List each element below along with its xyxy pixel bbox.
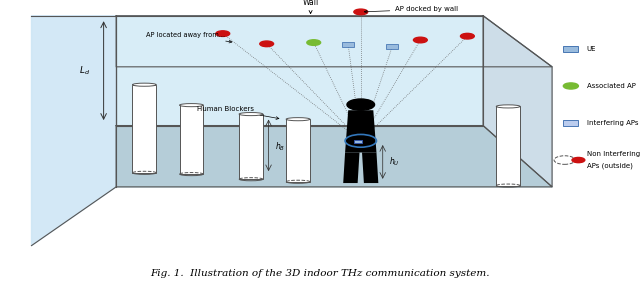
Polygon shape: [345, 110, 376, 152]
Polygon shape: [343, 152, 360, 183]
Circle shape: [563, 83, 579, 89]
Polygon shape: [483, 16, 552, 187]
Text: UE: UE: [587, 46, 596, 52]
Text: $h_U$: $h_U$: [389, 156, 399, 168]
Text: Non Interfering: Non Interfering: [587, 151, 640, 157]
Circle shape: [572, 157, 585, 163]
Ellipse shape: [132, 83, 156, 86]
Polygon shape: [239, 114, 263, 179]
Ellipse shape: [179, 104, 204, 107]
Text: Interfering APs: Interfering APs: [587, 120, 638, 126]
Bar: [563, 46, 579, 52]
Polygon shape: [286, 119, 310, 182]
Polygon shape: [179, 105, 204, 174]
Circle shape: [461, 33, 474, 39]
Text: Fig. 1.  Illustration of the 3D indoor THz communication system.: Fig. 1. Illustration of the 3D indoor TH…: [150, 268, 490, 278]
Circle shape: [260, 41, 273, 47]
Bar: [563, 120, 579, 126]
Bar: [386, 44, 398, 49]
Circle shape: [307, 40, 321, 45]
Ellipse shape: [286, 118, 310, 121]
Polygon shape: [116, 16, 483, 126]
Ellipse shape: [239, 113, 263, 116]
Text: $h_B$: $h_B$: [275, 140, 285, 153]
Bar: [342, 42, 355, 48]
Circle shape: [354, 9, 367, 15]
Circle shape: [413, 37, 428, 43]
Polygon shape: [31, 16, 116, 246]
Polygon shape: [116, 126, 552, 187]
Text: APs (outside): APs (outside): [587, 162, 632, 169]
Text: $L_d$: $L_d$: [79, 64, 90, 77]
Text: Wall: Wall: [303, 0, 319, 14]
Polygon shape: [362, 152, 378, 183]
Text: AP located away from...: AP located away from...: [145, 32, 232, 43]
Circle shape: [347, 99, 374, 110]
Text: Associated AP: Associated AP: [587, 83, 636, 89]
Circle shape: [216, 31, 230, 37]
Polygon shape: [116, 16, 552, 67]
Bar: [355, 140, 362, 143]
Ellipse shape: [496, 105, 520, 108]
Text: AP docked by wall: AP docked by wall: [364, 6, 458, 13]
Text: Human Blockers: Human Blockers: [197, 106, 279, 119]
Polygon shape: [496, 106, 520, 186]
Polygon shape: [132, 85, 156, 173]
